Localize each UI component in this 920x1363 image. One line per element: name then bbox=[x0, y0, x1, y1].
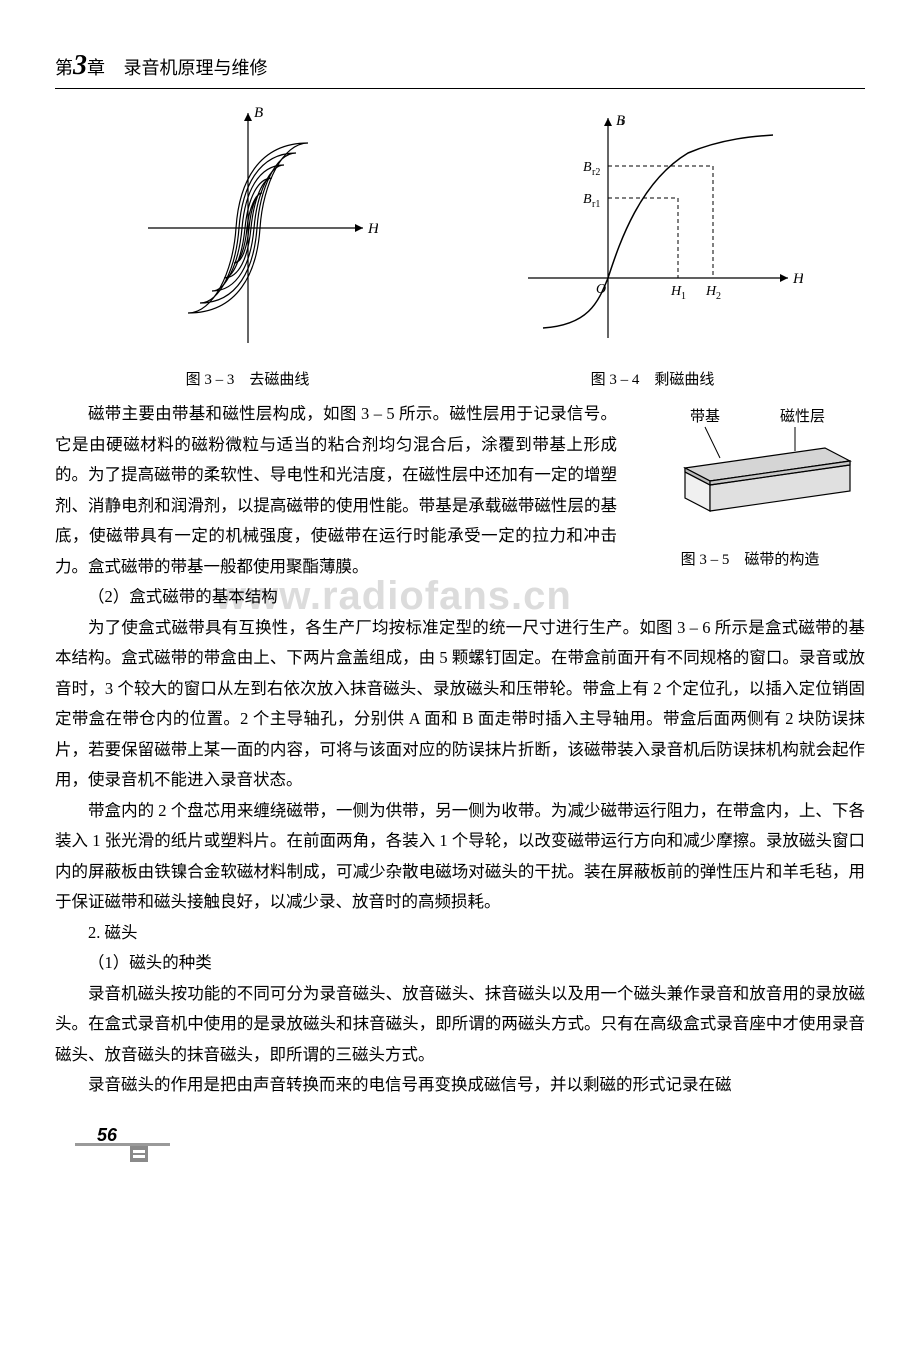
svg-text:B: B bbox=[254, 105, 263, 121]
svg-text:1: 1 bbox=[681, 291, 686, 302]
tape-structure-svg: 带基 磁性层 bbox=[635, 403, 865, 533]
figure-3-3-caption: 图 3 – 3 去磁曲线 bbox=[118, 368, 378, 389]
svg-text:2: 2 bbox=[716, 291, 721, 302]
svg-text:磁性层: 磁性层 bbox=[780, 408, 825, 425]
svg-text:r1: r1 bbox=[592, 199, 600, 210]
chapter-number: 3 bbox=[73, 50, 87, 81]
paragraph-4: 录音机磁头按功能的不同可分为录音磁头、放音磁头、抹音磁头以及用一个磁头兼作录音和… bbox=[55, 979, 865, 1071]
remanence-curve-svg: H B r B r2 B r1 O H 1 H 2 bbox=[503, 103, 803, 353]
chapter-title: 录音机原理与维修 bbox=[124, 58, 268, 78]
chapter-header: 第3章 录音机原理与维修 bbox=[55, 50, 865, 89]
figure-3-4: H B r B r2 B r1 O H 1 H 2 图 bbox=[503, 103, 803, 389]
svg-text:B: B bbox=[583, 160, 592, 175]
heading-2: 2. 磁头 bbox=[55, 918, 865, 949]
paragraph-3: 带盒内的 2 个盘芯用来缠绕磁带，一侧为供带，另一侧为收带。为减少磁带运行阻力，… bbox=[55, 796, 865, 918]
heading-2-1: （1）磁头的种类 bbox=[55, 948, 865, 979]
svg-text:H: H bbox=[792, 271, 803, 287]
svg-text:r2: r2 bbox=[592, 167, 600, 178]
figure-3-5-caption: 图 3 – 5 磁带的构造 bbox=[635, 548, 865, 569]
svg-text:H: H bbox=[367, 221, 378, 237]
svg-text:r: r bbox=[621, 116, 625, 128]
hysteresis-loop-svg: H B bbox=[118, 103, 378, 353]
svg-text:O: O bbox=[596, 282, 606, 297]
figure-3-4-caption: 图 3 – 4 剩磁曲线 bbox=[503, 368, 803, 389]
heading-2-2: （2）盒式磁带的基本结构 bbox=[55, 582, 865, 613]
page-footer: 56 bbox=[55, 1125, 865, 1165]
paragraph-2: 为了使盒式磁带具有互换性，各生产厂均按标准定型的统一尺寸进行生产。如图 3 – … bbox=[55, 613, 865, 796]
svg-text:带基: 带基 bbox=[690, 408, 720, 425]
page-ornament-icon bbox=[75, 1143, 175, 1167]
chapter-suffix: 章 bbox=[87, 58, 105, 78]
figure-3-5: 带基 磁性层 bbox=[635, 403, 865, 569]
paragraph-5: 录音磁头的作用是把由声音转换而来的电信号再变换成磁信号，并以剩磁的形式记录在磁 bbox=[55, 1070, 865, 1101]
figures-row: H B 图 3 – 3 去磁曲线 H B bbox=[55, 109, 865, 389]
chapter-prefix: 第 bbox=[55, 58, 73, 78]
figure-3-3: H B 图 3 – 3 去磁曲线 bbox=[118, 103, 378, 389]
svg-text:B: B bbox=[583, 192, 592, 207]
